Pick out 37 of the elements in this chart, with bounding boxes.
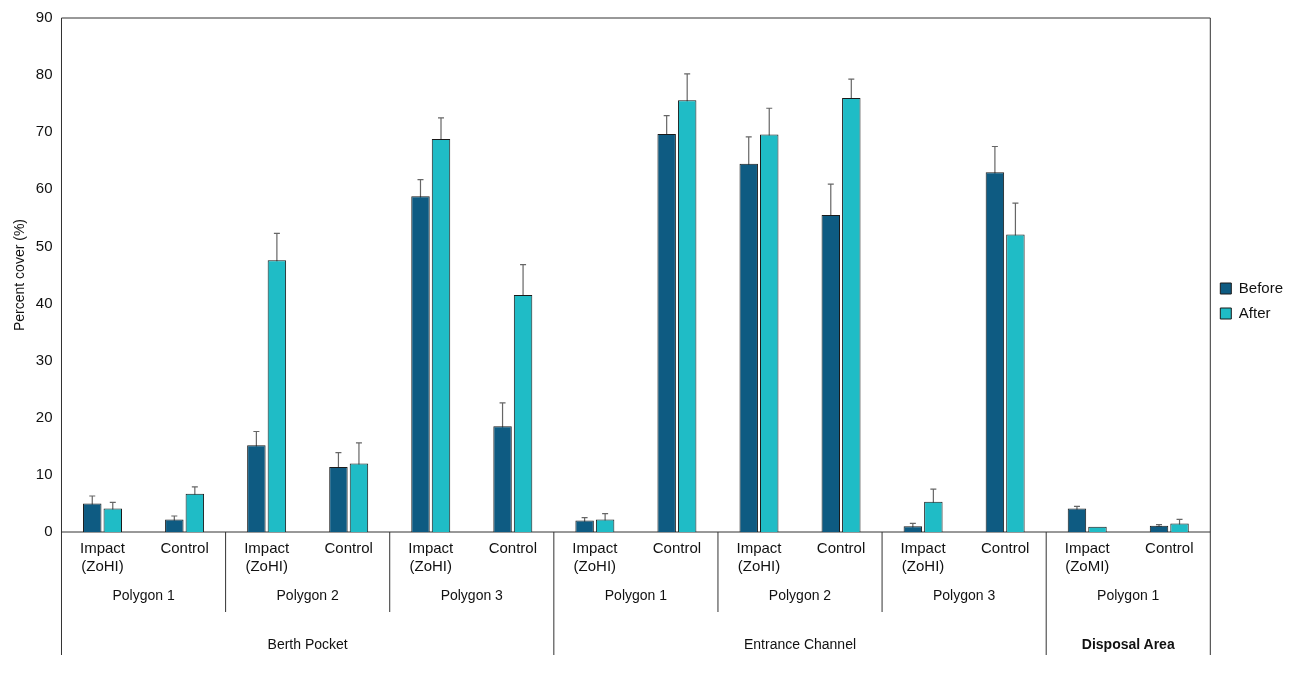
y-tick-label: 50: [35, 236, 53, 254]
x-tick-label: Impact (ZoMI): [1064, 539, 1111, 575]
x-tick-label: Impact (ZoHI): [408, 539, 455, 575]
legend-label: After: [1238, 303, 1271, 321]
text: Polygon 2: [768, 586, 832, 603]
x-tick-label: Control: [488, 539, 537, 557]
y-tick-label: 70: [35, 122, 53, 140]
x-tick-label: Control: [980, 539, 1030, 557]
x-tick-label: Control: [160, 539, 209, 557]
x-tick-label: Control: [1145, 539, 1194, 557]
legend-label: Before: [1238, 278, 1284, 296]
x-tick-label: Impact (ZoHI): [736, 539, 783, 575]
text: Polygon 2: [276, 586, 339, 603]
y-tick-label: 0: [44, 522, 53, 540]
text: Disposal Area: [1081, 635, 1175, 652]
text: Polygon 3: [440, 586, 504, 603]
y-tick-label: 40: [35, 293, 53, 311]
y-tick-label: 60: [35, 179, 53, 197]
y-tick-label: 80: [35, 65, 53, 83]
y-tick-label: 10: [35, 465, 53, 483]
y-tick-label: 30: [35, 350, 53, 368]
x-tick-label: Control: [816, 539, 866, 557]
x-tick-label: Impact (ZoHI): [900, 539, 947, 575]
text: Berth Pocket: [267, 635, 348, 652]
text: Polygon 3: [932, 586, 996, 603]
text: Polygon 1: [1097, 586, 1160, 603]
text: Polygon 1: [112, 586, 175, 603]
x-tick-label: Impact (ZoHI): [572, 539, 619, 575]
x-tick-label: Control: [652, 539, 702, 557]
x-tick-label: Impact (ZoHI): [80, 539, 126, 575]
y-tick-label: 20: [35, 407, 53, 425]
x-tick-label: Control: [324, 539, 373, 557]
text: Entrance Channel: [743, 635, 857, 652]
y-tick-label: 90: [35, 8, 53, 26]
y-axis-title: Percent cover (%): [11, 218, 28, 332]
text: Polygon 1: [604, 586, 668, 603]
x-tick-label: Impact (ZoHI): [244, 539, 290, 575]
